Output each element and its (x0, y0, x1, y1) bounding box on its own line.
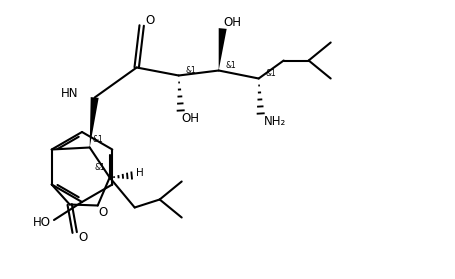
Text: O: O (98, 206, 107, 219)
Text: &1: &1 (92, 135, 103, 144)
Text: &1: &1 (94, 163, 105, 172)
Text: &1: &1 (265, 69, 276, 78)
Polygon shape (219, 28, 227, 71)
Text: OH: OH (182, 112, 200, 125)
Text: HO: HO (33, 217, 51, 230)
Text: &1: &1 (185, 66, 196, 75)
Text: OH: OH (224, 16, 242, 29)
Text: &1: &1 (225, 61, 236, 70)
Polygon shape (90, 97, 99, 148)
Text: O: O (78, 231, 87, 244)
Text: H: H (136, 169, 144, 179)
Text: NH₂: NH₂ (263, 115, 286, 128)
Text: HN: HN (61, 87, 79, 100)
Text: O: O (145, 14, 154, 27)
